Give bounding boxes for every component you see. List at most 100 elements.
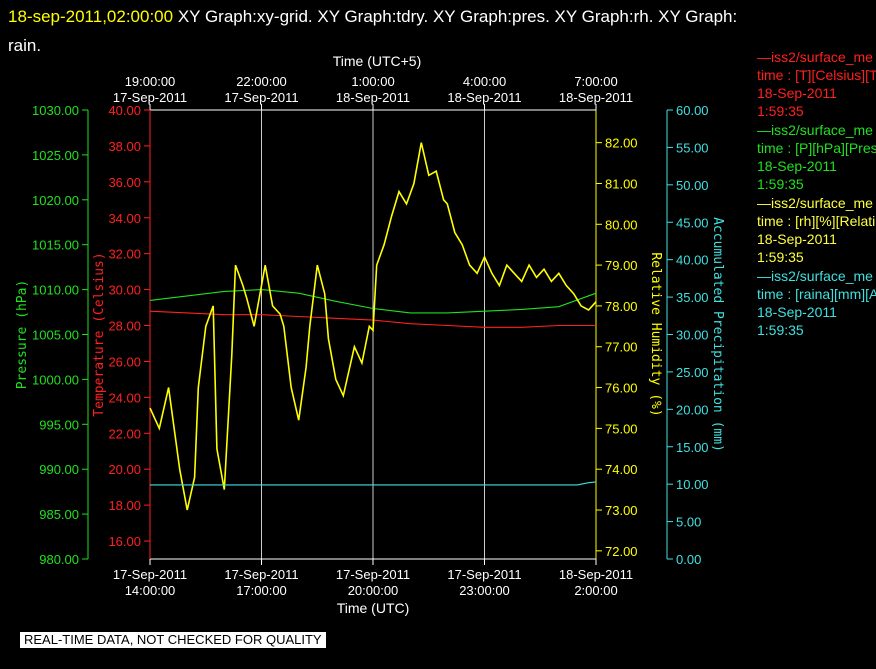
temperature-tick-label: 38.00 — [108, 139, 141, 154]
legend-name: —iss2/surface_me — [757, 195, 873, 211]
x-tick-time-label: 14:00:00 — [125, 583, 176, 598]
pressure-tick-label: 1025.00 — [32, 148, 79, 163]
rain-tick-label: 10.00 — [676, 477, 709, 492]
temperature-tick-label: 28.00 — [108, 319, 141, 334]
top-tick-time-label: 19:00:00 — [125, 74, 176, 89]
x-tick-time-label: 2:00:00 — [574, 583, 617, 598]
rain-tick-label: 35.00 — [676, 290, 709, 305]
rh-tick-label: 78.00 — [605, 299, 638, 314]
pressure-tick-label: 985.00 — [39, 507, 79, 522]
rain-tick-label: 15.00 — [676, 440, 709, 455]
rain-tick-label: 40.00 — [676, 253, 709, 268]
rain-tick-label: 50.00 — [676, 178, 709, 193]
series-line-pressure — [149, 289, 597, 314]
legend-var: time : [P][hPa][Pres — [757, 140, 876, 156]
rh-tick-label: 81.00 — [605, 176, 638, 191]
rh-tick-label: 82.00 — [605, 136, 638, 151]
rain-tick-label: 5.00 — [676, 515, 701, 530]
legend-time: 1:59:35 — [757, 249, 804, 265]
rh-tick-label: 79.00 — [605, 258, 638, 273]
top-tick-date-label: 17-Sep-2011 — [113, 90, 187, 105]
rh-tick-label: 76.00 — [605, 381, 638, 396]
temperature-tick-label: 40.00 — [108, 103, 141, 118]
legend-date: 18-Sep-2011 — [757, 85, 837, 101]
x-tick-date-label: 17-Sep-2011 — [113, 567, 187, 582]
temperature-tick-label: 24.00 — [108, 390, 141, 405]
pressure-tick-label: 1015.00 — [32, 238, 79, 253]
rh-tick-label: 80.00 — [605, 217, 638, 232]
pressure-tick-label: 990.00 — [39, 462, 79, 477]
pressure-tick-label: 1010.00 — [32, 283, 79, 298]
legend-time: 1:59:35 — [757, 322, 804, 338]
rain-tick-label: 30.00 — [676, 328, 709, 343]
temperature-tick-label: 32.00 — [108, 247, 141, 262]
x-tick-date-label: 18-Sep-2011 — [559, 567, 633, 582]
legend-var: time : [rh][%][Relati — [757, 213, 876, 229]
legend-time: 1:59:35 — [757, 103, 804, 119]
rh-tick-label: 77.00 — [605, 340, 638, 355]
top-tick-time-label: 7:00:00 — [574, 74, 617, 89]
rh-axis-label: Relative Humidity (%) — [648, 252, 663, 416]
rain-tick-label: 20.00 — [676, 402, 709, 417]
graph-title: 18-sep-2011,02:00:00 XY Graph:xy-grid. X… — [8, 2, 868, 60]
pressure-tick-label: 1030.00 — [32, 103, 79, 118]
temperature-tick-label: 26.00 — [108, 354, 141, 369]
top-tick-time-label: 22:00:00 — [236, 74, 287, 89]
legend-name: —iss2/surface_me — [757, 122, 873, 138]
series-line-rain — [150, 481, 597, 486]
rain-tick-label: 55.00 — [676, 140, 709, 155]
rh-tick-label: 74.00 — [605, 462, 638, 477]
pressure-axis-label: Pressure (hPa) — [15, 280, 30, 390]
legend-name: —iss2/surface_me — [757, 49, 873, 65]
rain-tick-label: 25.00 — [676, 365, 709, 380]
legend-date: 18-Sep-2011 — [757, 231, 837, 247]
pressure-tick-label: 1000.00 — [32, 372, 79, 387]
rain-tick-label: 0.00 — [676, 552, 701, 567]
legend-entry: —iss2/surface_me time : [raina][mm][A 18-S… — [757, 267, 876, 339]
rain-tick-label: 60.00 — [676, 103, 709, 118]
top-tick-date-label: 18-Sep-2011 — [447, 90, 521, 105]
x-tick-time-label: 23:00:00 — [459, 583, 510, 598]
pressure-tick-label: 1020.00 — [32, 193, 79, 208]
temperature-tick-label: 30.00 — [108, 283, 141, 298]
legend-var: time : [T][Celsius][T — [757, 67, 876, 83]
rh-tick-label: 73.00 — [605, 503, 638, 518]
legend-name: —iss2/surface_me — [757, 268, 873, 284]
legend-time: 1:59:35 — [757, 176, 804, 192]
rh-tick-label: 72.00 — [605, 544, 638, 559]
temperature-tick-label: 34.00 — [108, 211, 141, 226]
rain-axis-label: Accumulated Precipitation (mm) — [710, 217, 725, 452]
rain-tick-label: 45.00 — [676, 215, 709, 230]
pressure-tick-label: 995.00 — [39, 417, 79, 432]
pressure-tick-label: 1005.00 — [32, 328, 79, 343]
x-tick-time-label: 17:00:00 — [236, 583, 287, 598]
temperature-tick-label: 36.00 — [108, 175, 141, 190]
quality-notice: REAL-TIME DATA, NOT CHECKED FOR QUALITY — [20, 632, 326, 648]
legend-date: 18-Sep-2011 — [757, 304, 837, 320]
series-line-rh — [149, 142, 597, 511]
x-tick-date-label: 17-Sep-2011 — [224, 567, 298, 582]
top-axis-label: Time (UTC+5) — [333, 53, 422, 69]
x-tick-time-label: 20:00:00 — [348, 583, 399, 598]
top-tick-date-label: 17-Sep-2011 — [224, 90, 298, 105]
temperature-tick-label: 16.00 — [108, 534, 141, 549]
top-tick-time-label: 1:00:00 — [351, 74, 394, 89]
top-tick-time-label: 4:00:00 — [463, 74, 506, 89]
graph-list: XY Graph:xy-grid. XY Graph:tdry. XY Grap… — [177, 7, 738, 26]
temperature-tick-label: 18.00 — [108, 498, 141, 513]
temperature-tick-label: 20.00 — [108, 462, 141, 477]
top-tick-date-label: 18-Sep-2011 — [336, 90, 410, 105]
temperature-tick-label: 22.00 — [108, 426, 141, 441]
x-tick-date-label: 17-Sep-2011 — [447, 567, 521, 582]
x-tick-date-label: 17-Sep-2011 — [336, 567, 410, 582]
legend-date: 18-Sep-2011 — [757, 158, 837, 174]
temperature-axis-label: Temperature (Celsius) — [92, 252, 107, 416]
x-axis-label: Time (UTC) — [337, 600, 410, 616]
top-tick-date-label: 18-Sep-2011 — [559, 90, 633, 105]
rh-tick-label: 75.00 — [605, 421, 638, 436]
graph-list-continued: rain. — [8, 36, 42, 55]
graph-timestamp: 18-sep-2011,02:00:00 — [8, 7, 174, 26]
